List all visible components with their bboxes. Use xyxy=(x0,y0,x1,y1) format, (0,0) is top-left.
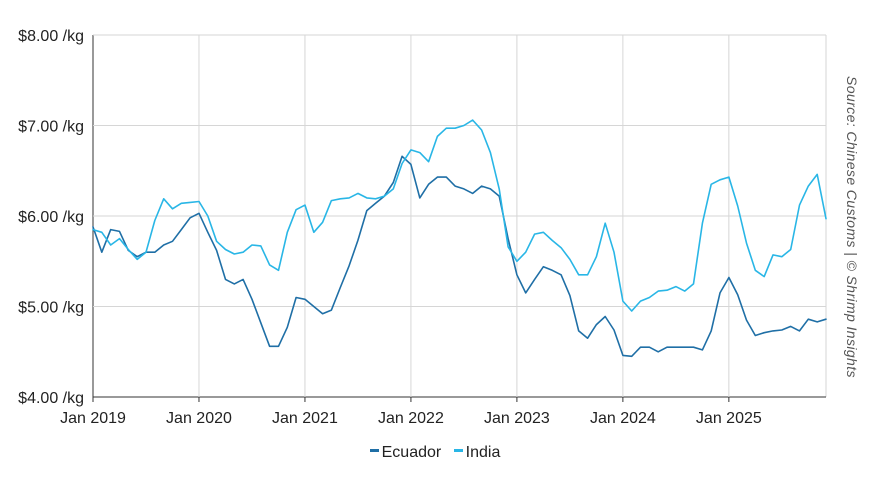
x-tick-label: Jan 2021 xyxy=(272,410,338,427)
y-tick-label: $5.00 /kg xyxy=(18,300,84,317)
y-tick-label: $4.00 /kg xyxy=(18,390,84,407)
y-tick-label: $8.00 /kg xyxy=(18,28,84,45)
y-tick-label: $7.00 /kg xyxy=(18,119,84,136)
x-tick-label: Jan 2023 xyxy=(484,410,550,427)
legend-item-ecuador[interactable]: Ecuador xyxy=(369,444,442,462)
legend-label-india: India xyxy=(465,444,501,461)
gridlines xyxy=(92,34,827,398)
x-tick-label: Jan 2020 xyxy=(166,410,232,427)
x-tick-label: Jan 2025 xyxy=(696,410,762,427)
x-tick-label: Jan 2024 xyxy=(590,410,656,427)
legend-swatch-ecuador xyxy=(369,449,379,453)
y-axis: $4.00 /kg $5.00 /kg $6.00 /kg $7.00 /kg $8.0… xyxy=(18,28,84,407)
y-tick-label: $6.00 /kg xyxy=(18,209,84,226)
x-tick-label: Jan 2019 xyxy=(60,410,126,427)
legend-item-india[interactable]: India xyxy=(453,444,501,462)
series-line-ecuador[interactable] xyxy=(92,155,827,358)
series-lines xyxy=(92,119,827,358)
series-line-india[interactable] xyxy=(92,119,827,312)
legend-swatch-india xyxy=(453,449,463,453)
source-note: Source: Chinese Customs | © Shrimp Insig… xyxy=(844,76,860,378)
legend-label-ecuador: Ecuador xyxy=(381,444,442,461)
x-tick-label: Jan 2022 xyxy=(378,410,444,427)
legend: Ecuador India xyxy=(0,444,870,462)
x-axis: Jan 2019 Jan 2020 Jan 2021 Jan 2022 Jan 2023… xyxy=(60,397,762,427)
